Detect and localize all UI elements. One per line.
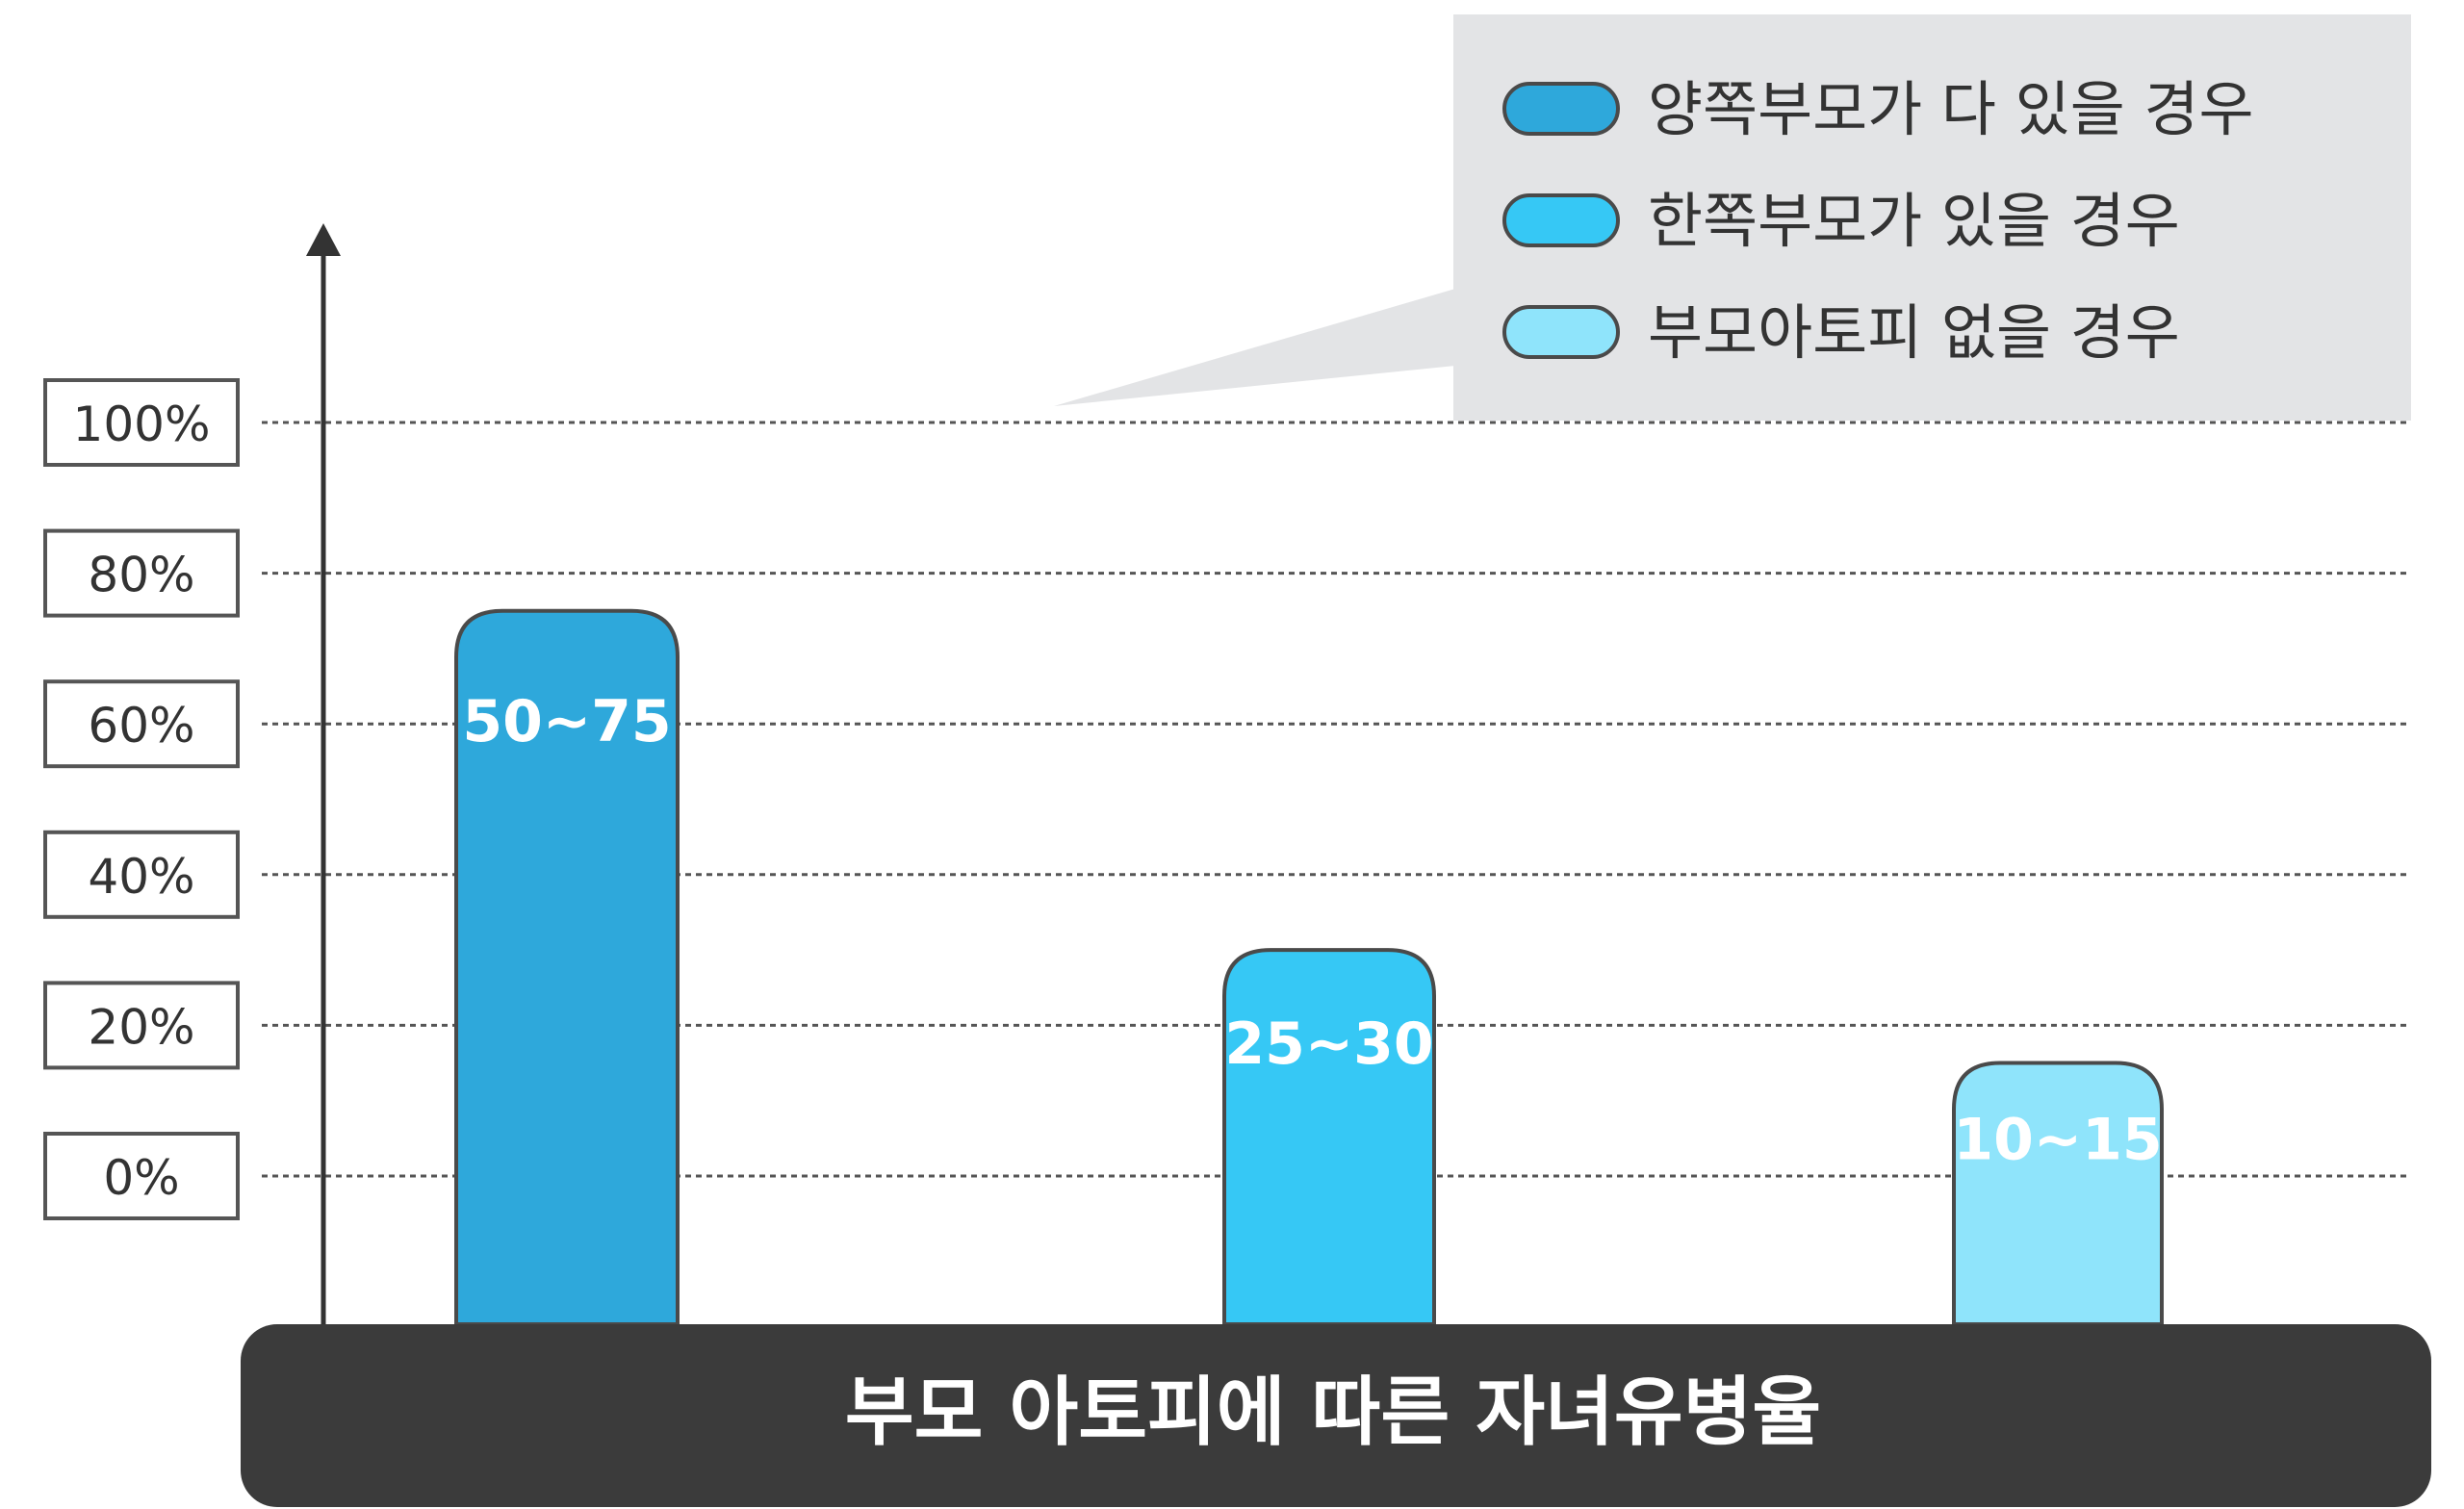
y-tick-box-4 xyxy=(43,528,240,618)
bar-0 xyxy=(454,608,680,1326)
y-tick-box-0 xyxy=(43,1132,240,1220)
y-tick-box-1 xyxy=(43,981,240,1070)
y-tick-box-5 xyxy=(43,378,240,467)
y-tick-label-2: 40% xyxy=(88,849,194,905)
bar-value-label-1: 25~30 xyxy=(1224,1010,1433,1078)
y-axis xyxy=(306,223,341,1324)
y-tick-label-5: 100% xyxy=(73,396,211,452)
chart-title-bar: 부모 아토피에 따른 자녀유병율 xyxy=(241,1324,2431,1507)
title-background xyxy=(241,1324,2431,1507)
y-tick-box-2 xyxy=(43,830,240,919)
y-tick-label-3: 60% xyxy=(88,698,194,754)
y-tick-box-3 xyxy=(43,679,240,769)
chart-title: 부모 아토피에 따른 자녀유병율 xyxy=(845,1369,1821,1456)
legend-swatch-0 xyxy=(1502,82,1620,136)
y-tick-label-4: 80% xyxy=(88,548,194,603)
bar-2 xyxy=(1952,1061,2164,1326)
y-tick-label-1: 20% xyxy=(88,999,194,1055)
y-axis-ticks: 0% 20% 40% 60% 80% 100% xyxy=(43,378,240,1220)
bar-1 xyxy=(1222,948,1436,1326)
bars: 50~75 25~30 10~15 xyxy=(454,608,2164,1326)
legend-pointer xyxy=(1054,289,1455,406)
legend-swatch-1 xyxy=(1502,193,1620,247)
legend-swatch-2 xyxy=(1502,305,1620,359)
legend-label-2: 부모아토피 없을 경우 xyxy=(1648,297,2180,368)
legend-label-1: 한쪽부모가 있을 경우 xyxy=(1648,186,2180,256)
bar-value-label-2: 10~15 xyxy=(1953,1107,2162,1174)
legend-label-0: 양쪽부모가 다 있을 경우 xyxy=(1648,74,2254,144)
y-tick-label-0: 0% xyxy=(103,1150,179,1206)
y-axis-arrow-icon xyxy=(306,223,341,256)
bar-value-label-0: 50~75 xyxy=(462,688,671,755)
